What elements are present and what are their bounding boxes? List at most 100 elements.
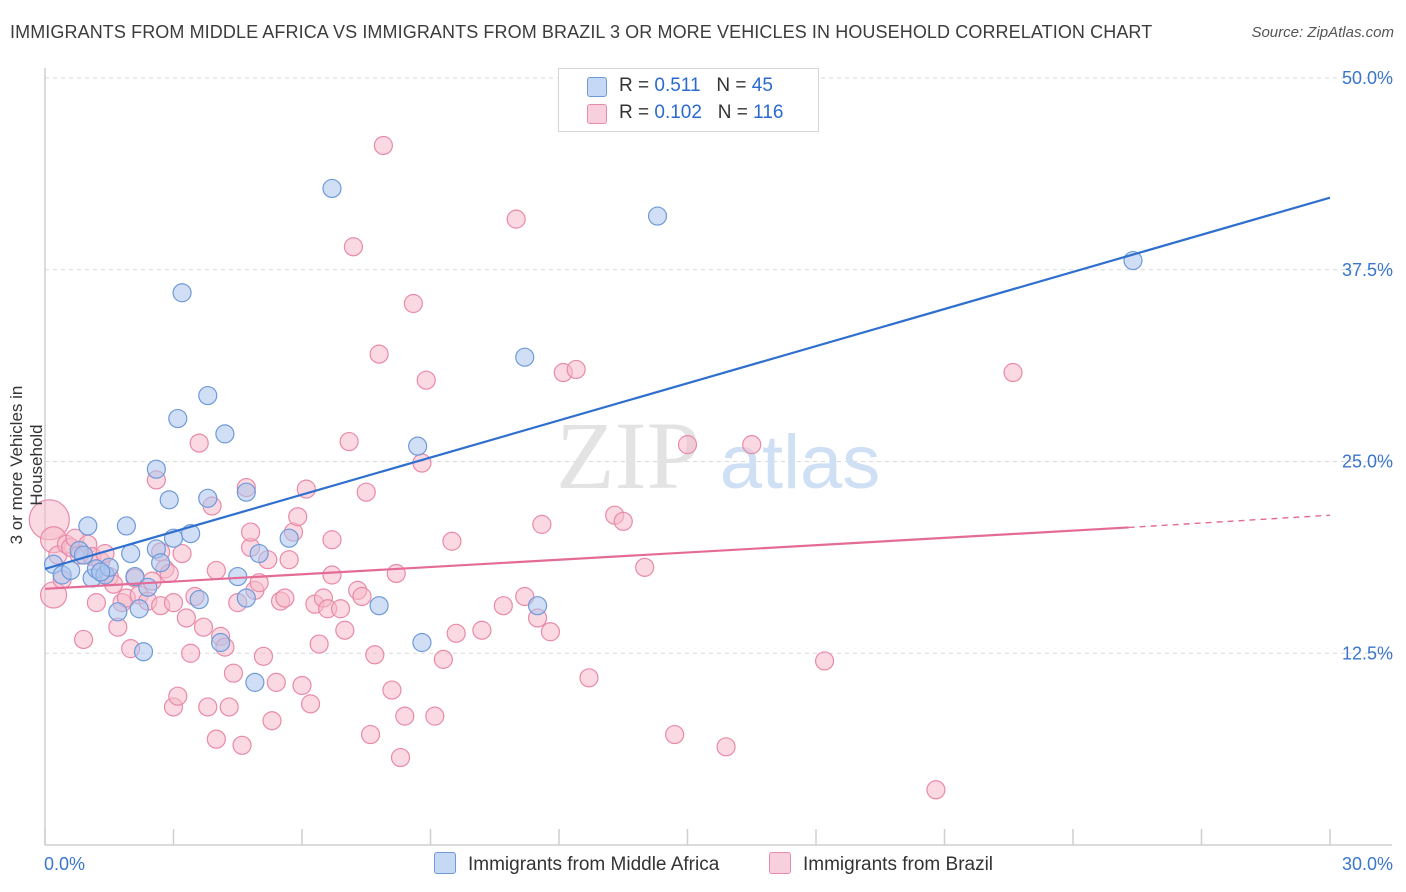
- x-tick-labels: 0.0% 30.0%: [44, 854, 1393, 874]
- point-brazil: [742, 435, 762, 455]
- point-brazil: [181, 643, 201, 663]
- point-middle-africa: [647, 206, 668, 226]
- point-middle-africa: [369, 596, 389, 616]
- point-brazil: [339, 431, 359, 452]
- point-middle-africa: [236, 588, 256, 608]
- point-middle-africa: [211, 632, 231, 653]
- point-middle-africa: [129, 599, 149, 619]
- bottom-legend-middle-africa: Immigrants from Middle Africa: [434, 852, 719, 876]
- y-tick-label: 25.0%: [1342, 452, 1393, 472]
- point-brazil: [382, 680, 402, 700]
- point-middle-africa: [527, 596, 548, 616]
- y-axis-label: 3 or more Vehicles in Household: [7, 385, 46, 545]
- source-note: Source: ZipAtlas.com: [1251, 24, 1394, 41]
- point-brazil: [168, 686, 188, 706]
- point-middle-africa: [133, 642, 154, 662]
- point-brazil: [814, 651, 835, 671]
- point-brazil: [416, 370, 436, 390]
- watermark-atlas: atlas: [720, 420, 881, 505]
- y-tick-label: 50.0%: [1342, 68, 1393, 88]
- point-brazil: [442, 531, 462, 551]
- point-brazil: [677, 435, 698, 455]
- point-brazil: [369, 344, 389, 364]
- point-brazil: [232, 735, 252, 755]
- point-middle-africa: [515, 347, 535, 367]
- legend-n-label: N =: [717, 102, 748, 123]
- point-middle-africa: [121, 543, 141, 564]
- point-middle-africa: [116, 516, 136, 536]
- point-brazil: [1003, 362, 1023, 383]
- axes: [44, 68, 1392, 846]
- point-middle-africa: [215, 424, 235, 444]
- grid-lines: [45, 77, 1392, 654]
- point-brazil: [540, 622, 561, 642]
- watermark: ZIP atlas: [556, 402, 880, 509]
- y-tick-label: 12.5%: [1342, 643, 1393, 663]
- point-brazil: [253, 646, 274, 666]
- bottom-legend-brazil: Immigrants from Brazil: [769, 852, 993, 876]
- point-brazil: [433, 649, 453, 669]
- y-tick-label: 37.5%: [1342, 260, 1393, 280]
- point-middle-africa: [108, 602, 128, 622]
- trend-line-brazil: [44, 526, 1129, 590]
- point-middle-africa: [91, 562, 111, 582]
- x-tick-label: 0.0%: [44, 854, 85, 874]
- trend-line-brazil-extension: [1128, 514, 1331, 529]
- point-brazil: [566, 359, 586, 380]
- point-brazil: [926, 780, 946, 800]
- legend-r-label: R =: [619, 75, 650, 96]
- point-brazil: [288, 507, 308, 527]
- point-brazil: [412, 453, 432, 473]
- point-middle-africa: [138, 577, 158, 597]
- point-brazil: [275, 588, 295, 608]
- point-brazil: [373, 135, 393, 156]
- point-brazil: [172, 543, 192, 564]
- point-middle-africa: [78, 516, 98, 536]
- point-middle-africa: [249, 543, 269, 564]
- correlation-legend: R = 0.511 N = 45 R = 0.102 N = 116: [558, 68, 819, 132]
- point-brazil: [360, 724, 381, 745]
- point-brazil: [335, 620, 355, 640]
- point-brazil: [386, 563, 406, 584]
- point-brazil: [223, 663, 244, 683]
- point-brazil: [395, 706, 415, 726]
- point-brazil: [219, 697, 239, 717]
- point-brazil: [189, 433, 209, 453]
- bottom-legend-swatch-pink: [769, 852, 791, 874]
- point-middle-africa: [159, 490, 179, 510]
- point-brazil: [635, 557, 655, 577]
- point-middle-africa: [408, 436, 428, 456]
- point-brazil: [613, 511, 633, 531]
- legend-n-label: N =: [716, 75, 747, 96]
- point-brazil: [309, 634, 329, 654]
- point-brazil: [279, 550, 299, 570]
- point-brazil: [193, 617, 214, 637]
- point-middle-africa: [322, 178, 342, 199]
- bottom-legend-swatch-blue: [434, 852, 456, 874]
- point-brazil: [262, 711, 282, 731]
- point-brazil: [665, 724, 685, 745]
- point-brazil: [266, 672, 286, 692]
- point-brazil: [716, 737, 736, 757]
- point-brazil: [300, 694, 321, 714]
- point-brazil: [390, 747, 411, 768]
- point-middle-africa: [236, 482, 256, 502]
- point-middle-africa: [198, 488, 218, 508]
- point-brazil: [365, 645, 385, 665]
- point-middle-africa: [189, 589, 209, 610]
- point-middle-africa: [172, 283, 192, 303]
- point-brazil: [86, 593, 107, 613]
- legend-r-value: 0.511: [654, 75, 701, 96]
- point-brazil: [352, 586, 372, 607]
- point-brazil: [249, 573, 269, 593]
- point-brazil: [206, 560, 226, 581]
- point-middle-africa: [168, 408, 188, 429]
- point-brazil: [330, 599, 351, 619]
- bottom-legend-label: Immigrants from Middle Africa: [468, 854, 720, 875]
- legend-n-value: 116: [753, 102, 784, 123]
- point-brazil: [343, 237, 363, 257]
- point-brazil: [403, 293, 423, 314]
- point-brazil: [472, 620, 492, 640]
- point-brazil: [446, 623, 466, 643]
- point-brazil: [322, 530, 342, 550]
